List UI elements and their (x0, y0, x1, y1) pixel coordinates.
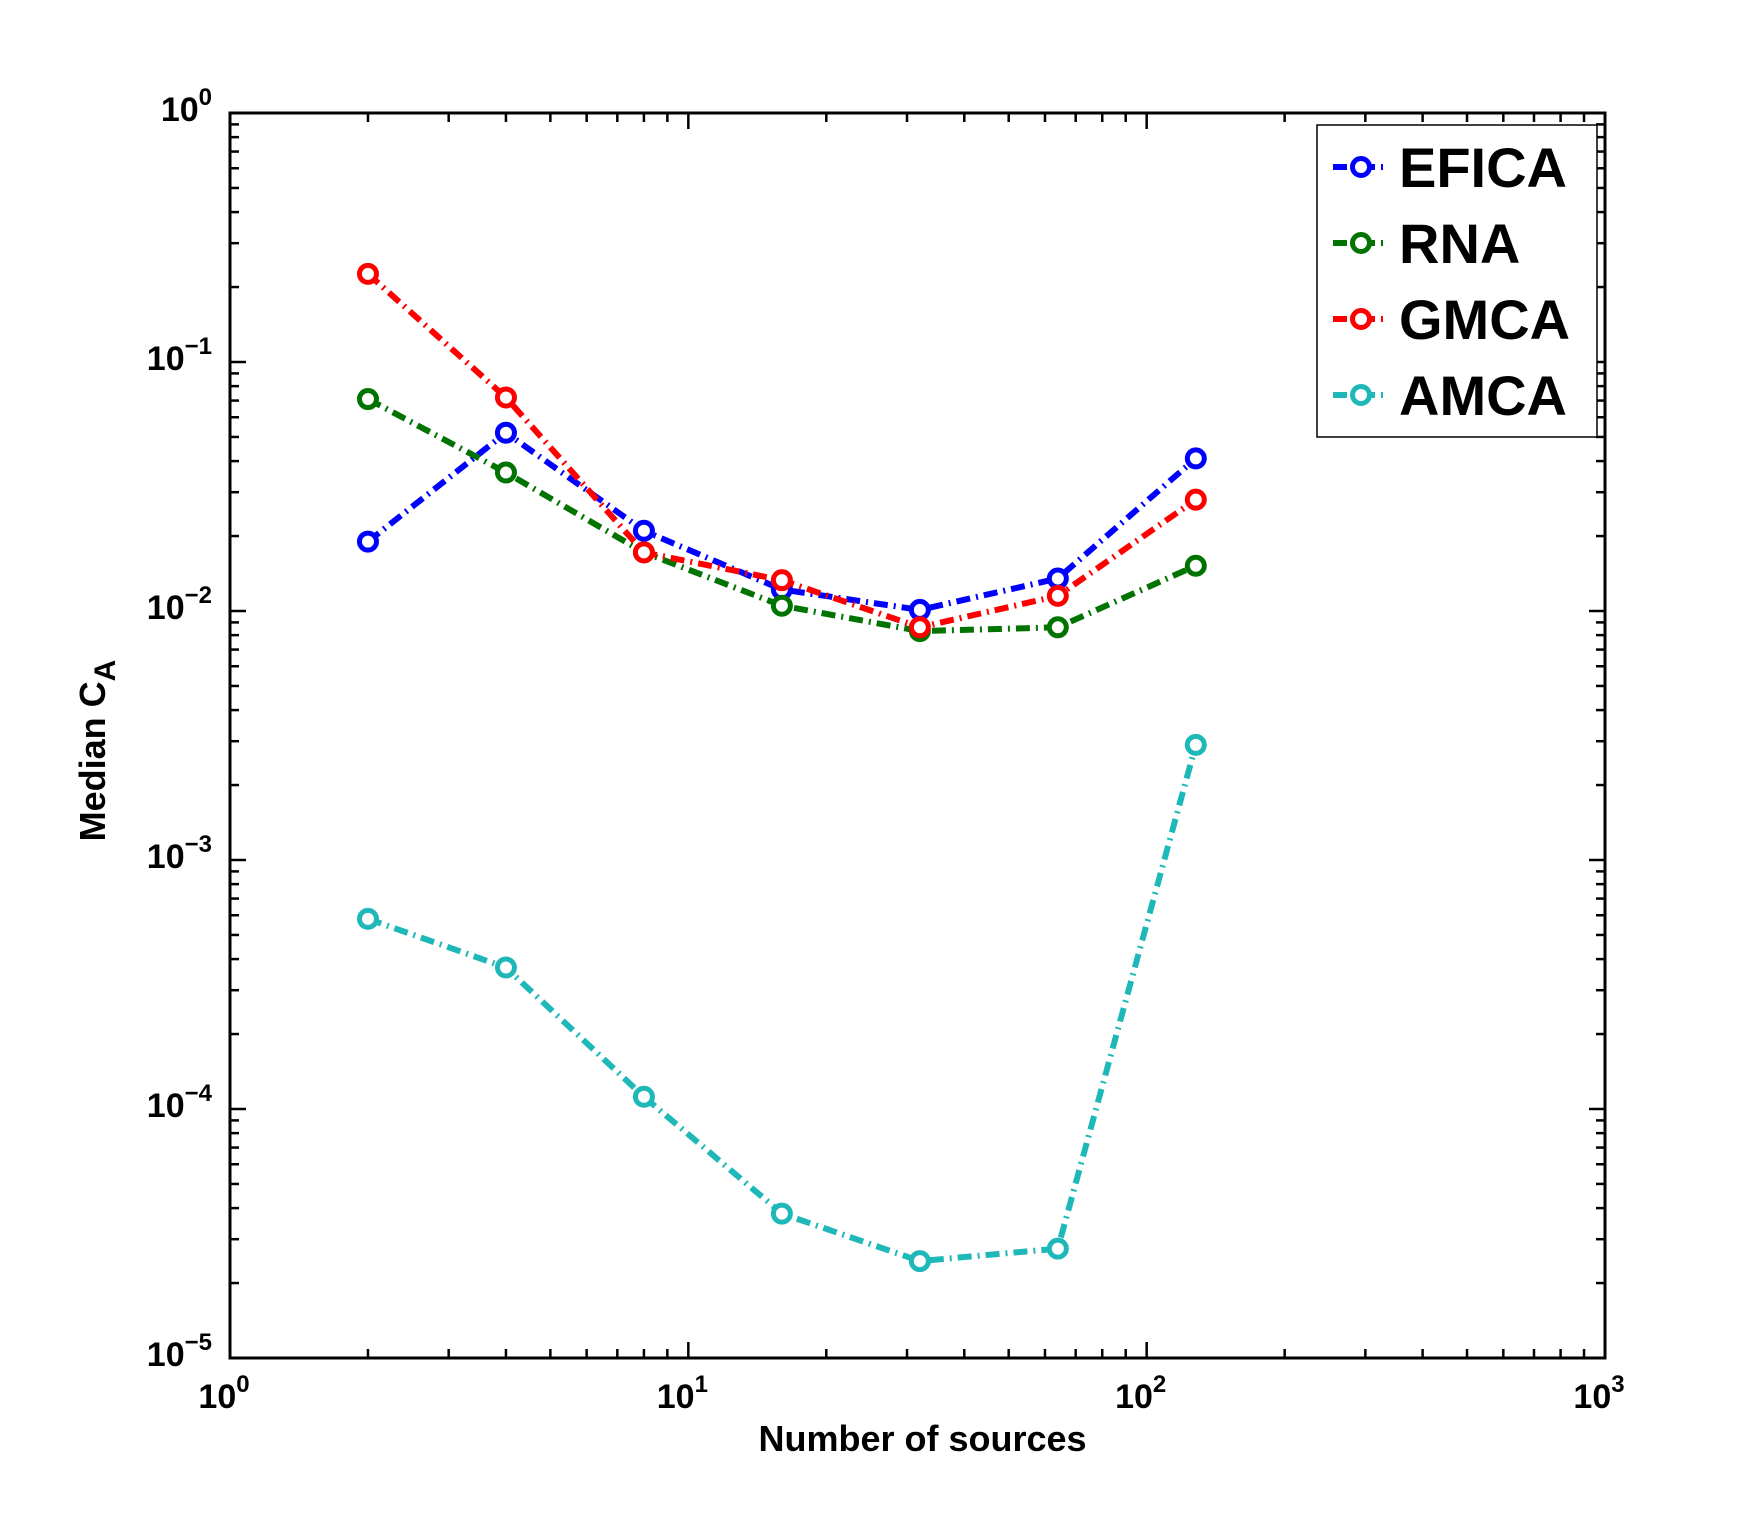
data-point-efica (1046, 567, 1069, 590)
x-tick-label: 101 (657, 1371, 708, 1416)
legend-label: GMCA (1399, 288, 1570, 351)
plot-frame (228, 111, 1607, 1360)
series-line-amca (367, 744, 1199, 1265)
y-tick-label-exponent: −5 (185, 1329, 212, 1356)
y-axis-label-main: Median C (72, 681, 113, 841)
legend-items: EFICA RNA GMCA AMCA (1333, 136, 1570, 427)
data-point-amca (356, 907, 379, 930)
y-tick-label: 100 (161, 84, 212, 129)
data-point-gmca (1046, 584, 1069, 607)
data-point-efica (494, 421, 517, 444)
x-tick-label-exponent: 0 (236, 1371, 249, 1398)
y-tick-label-exponent: 0 (199, 84, 212, 111)
y-tick-label: 10−3 (147, 831, 212, 876)
x-tick-label: 103 (1573, 1371, 1624, 1416)
y-tick-label-exponent: −1 (185, 333, 212, 360)
x-tick-label-base: 10 (198, 1378, 236, 1416)
series-rna (356, 388, 1207, 643)
series-amca (356, 733, 1207, 1273)
y-tick-label-base: 10 (161, 91, 199, 129)
data-point-amca (1046, 1237, 1069, 1260)
series-gmca (356, 262, 1207, 639)
x-tick-label-base: 10 (1573, 1378, 1611, 1416)
data-point-amca (908, 1250, 931, 1273)
data-point-efica (908, 598, 931, 621)
data-point-amca (1184, 733, 1207, 756)
y-tick-label-base: 10 (147, 1336, 185, 1374)
y-tick-label-base: 10 (147, 589, 185, 627)
x-tick-label-base: 10 (1115, 1378, 1153, 1416)
data-point-amca (632, 1085, 655, 1108)
x-tick-label-exponent: 3 (1611, 1371, 1624, 1398)
legend-label: AMCA (1399, 364, 1567, 427)
legend-label: RNA (1399, 212, 1520, 275)
x-tick-label-base: 10 (657, 1378, 695, 1416)
y-tick-label: 10−5 (147, 1329, 212, 1374)
data-point-amca (494, 956, 517, 979)
legend-label: EFICA (1399, 136, 1567, 199)
x-tick-label: 100 (198, 1371, 249, 1416)
y-tick-label-base: 10 (147, 340, 185, 378)
data-point-gmca (1184, 488, 1207, 511)
data-point-rna (1046, 616, 1069, 639)
x-tick-label-exponent: 1 (695, 1371, 708, 1398)
legend: EFICA RNA GMCA AMCA (1316, 124, 1598, 438)
x-tick-labels: 100 101 102 103 (198, 1371, 1624, 1416)
data-point-gmca (770, 569, 793, 592)
legend-swatch-marker (1350, 232, 1372, 254)
y-tick-label-base: 10 (147, 1087, 185, 1125)
data-point-efica (632, 519, 655, 542)
legend-swatch-marker (1350, 384, 1372, 406)
data-point-rna (494, 461, 517, 484)
series-efica (356, 421, 1207, 621)
data-point-rna (356, 388, 379, 411)
x-axis-label: Number of sources (758, 1418, 1086, 1459)
data-point-gmca (494, 386, 517, 409)
y-tick-label-exponent: −4 (185, 1080, 213, 1107)
series-layer (356, 262, 1207, 1273)
data-point-efica (1184, 447, 1207, 470)
legend-swatch-marker (1350, 308, 1372, 330)
y-tick-label: 10−2 (147, 582, 212, 627)
x-tick-label: 102 (1115, 1371, 1166, 1416)
y-tick-label-base: 10 (147, 838, 185, 876)
legend-item-amca: AMCA (1333, 364, 1567, 427)
x-tick-label-exponent: 2 (1153, 1371, 1166, 1398)
y-tick-label: 10−1 (147, 333, 212, 378)
data-point-amca (770, 1202, 793, 1225)
data-point-gmca (632, 541, 655, 564)
y-axis-label-subscript: A (89, 660, 122, 682)
y-tick-label: 10−4 (147, 1080, 213, 1125)
data-point-rna (1184, 554, 1207, 577)
y-tick-label-exponent: −2 (185, 582, 212, 609)
data-point-rna (770, 594, 793, 617)
legend-item-gmca: GMCA (1333, 288, 1570, 351)
y-tick-label-exponent: −3 (185, 831, 212, 858)
legend-swatch-marker (1350, 156, 1372, 178)
y-axis-label: Median CA (72, 660, 122, 842)
legend-item-rna: RNA (1333, 212, 1520, 275)
data-point-gmca (356, 262, 379, 285)
legend-item-efica: EFICA (1333, 136, 1567, 199)
data-point-efica (356, 530, 379, 553)
data-point-gmca (908, 616, 931, 639)
